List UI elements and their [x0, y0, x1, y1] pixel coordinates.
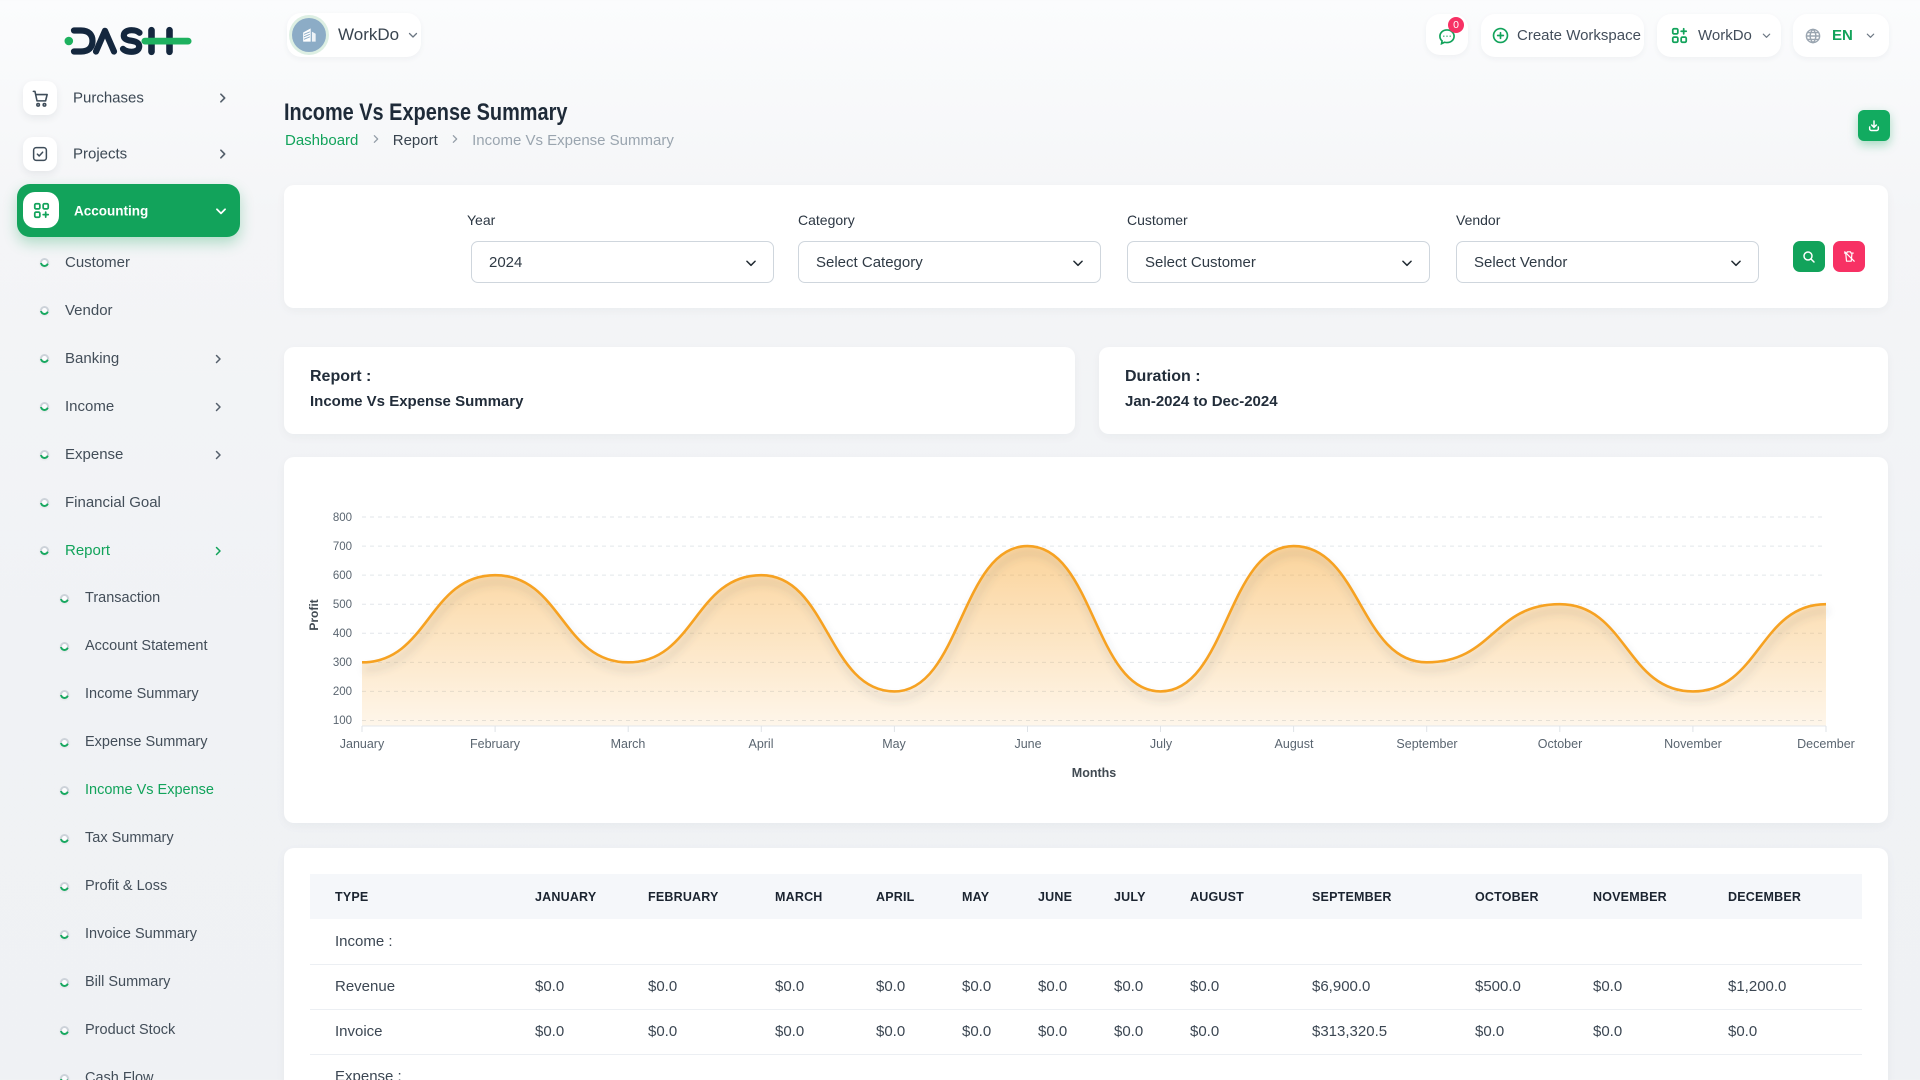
svg-text:March: March [611, 737, 646, 751]
svg-text:July: July [1150, 737, 1173, 751]
svg-text:Months: Months [1072, 766, 1116, 780]
svg-text:400: 400 [333, 628, 352, 640]
svg-text:Profit: Profit [307, 599, 321, 630]
svg-text:August: August [1275, 737, 1314, 751]
svg-text:January: January [340, 737, 385, 751]
svg-text:600: 600 [333, 570, 352, 582]
svg-text:September: September [1396, 737, 1457, 751]
svg-text:December: December [1797, 737, 1855, 751]
svg-text:May: May [882, 737, 906, 751]
svg-text:November: November [1664, 737, 1722, 751]
svg-text:June: June [1014, 737, 1041, 751]
svg-text:500: 500 [333, 599, 352, 611]
svg-text:200: 200 [333, 686, 352, 698]
svg-text:February: February [470, 737, 521, 751]
svg-text:300: 300 [333, 657, 352, 669]
svg-text:April: April [748, 737, 773, 751]
svg-text:800: 800 [333, 512, 352, 524]
svg-text:100: 100 [333, 715, 352, 727]
svg-text:700: 700 [333, 541, 352, 553]
svg-text:October: October [1538, 737, 1582, 751]
